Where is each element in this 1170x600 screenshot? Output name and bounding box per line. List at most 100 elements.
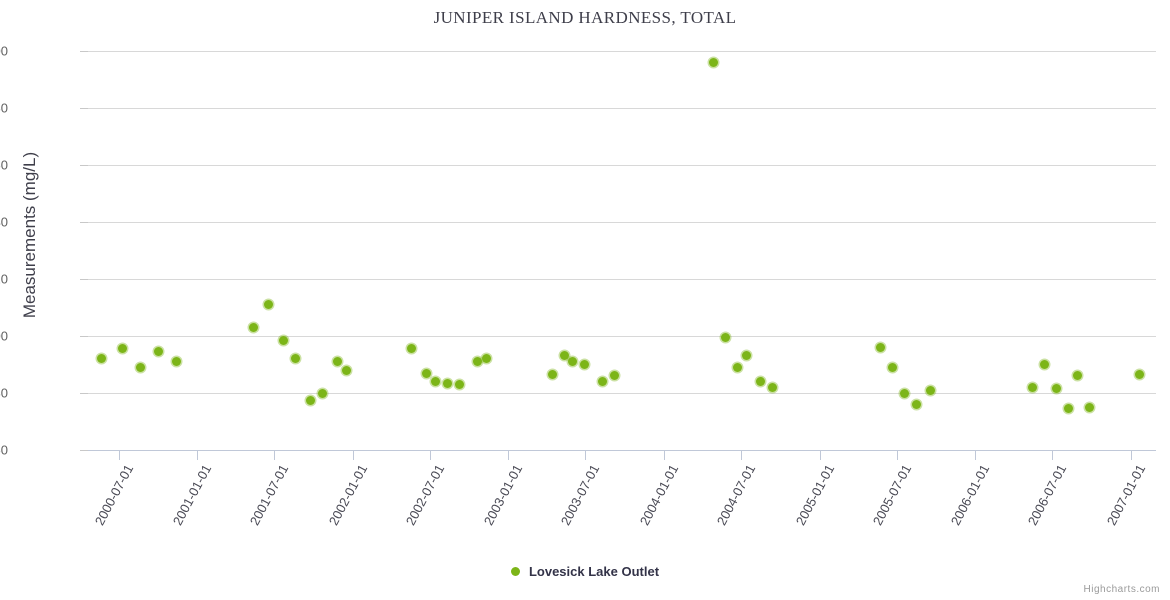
- data-point[interactable]: [732, 362, 742, 372]
- data-point[interactable]: [431, 377, 441, 387]
- y-tick-label-200: 200: [0, 43, 8, 59]
- data-point[interactable]: [1135, 369, 1145, 379]
- data-point[interactable]: [317, 388, 327, 398]
- gridline-y-120: [88, 279, 1156, 280]
- x-tick-mark-2004-07-01: [741, 451, 743, 460]
- legend-marker-icon: [510, 567, 520, 577]
- data-point[interactable]: [610, 371, 620, 381]
- gridline-y-180: [88, 108, 1156, 109]
- legend: Lovesick Lake Outlet: [0, 563, 1170, 581]
- x-tick-label-2002-01-01: 2002-01-01: [325, 462, 370, 528]
- data-point[interactable]: [741, 351, 751, 361]
- y-tick-mark-180: [80, 108, 88, 109]
- data-point[interactable]: [1063, 404, 1073, 414]
- data-point[interactable]: [153, 347, 163, 357]
- y-tick-mark-140: [80, 222, 88, 223]
- data-point[interactable]: [135, 362, 145, 372]
- x-tick-label-2006-07-01: 2006-07-01: [1025, 462, 1070, 528]
- data-point[interactable]: [911, 399, 921, 409]
- x-tick-mark-2002-07-01: [429, 451, 431, 460]
- y-tick-mark-60: [80, 450, 88, 451]
- data-point[interactable]: [926, 385, 936, 395]
- data-point[interactable]: [305, 395, 315, 405]
- data-point[interactable]: [97, 354, 107, 364]
- x-tick-mark-2000-07-01: [118, 451, 120, 460]
- data-point[interactable]: [547, 369, 557, 379]
- gridline-y-200: [88, 51, 1156, 52]
- y-tick-label-140: 140: [0, 214, 8, 230]
- data-point[interactable]: [768, 382, 778, 392]
- x-tick-label-2005-07-01: 2005-07-01: [869, 462, 915, 528]
- y-tick-label-100: 100: [0, 328, 8, 344]
- y-tick-mark-160: [80, 165, 88, 166]
- data-point[interactable]: [249, 322, 259, 332]
- data-point[interactable]: [720, 332, 730, 342]
- x-tick-label-2004-01-01: 2004-01-01: [636, 462, 681, 528]
- x-tick-mark-2001-07-01: [274, 451, 276, 460]
- x-tick-mark-2004-01-01: [663, 451, 665, 460]
- legend-item-label: Lovesick Lake Outlet: [528, 564, 660, 580]
- plot-area: [88, 51, 1156, 451]
- x-tick-label-2001-07-01: 2001-07-01: [247, 462, 292, 528]
- gridline-y-140: [88, 222, 1156, 223]
- x-tick-label-2003-07-01: 2003-07-01: [558, 462, 603, 528]
- data-point[interactable]: [756, 377, 766, 387]
- data-point[interactable]: [580, 360, 590, 369]
- x-tick-mark-2002-01-01: [352, 451, 354, 460]
- x-tick-label-2000-07-01: 2000-07-01: [91, 462, 136, 528]
- data-point[interactable]: [481, 354, 491, 364]
- data-point[interactable]: [341, 365, 351, 375]
- data-point[interactable]: [1039, 360, 1049, 369]
- data-point[interactable]: [291, 354, 301, 364]
- data-point[interactable]: [708, 57, 718, 67]
- data-point[interactable]: [118, 344, 128, 354]
- gridline-y-80: [88, 393, 1156, 394]
- x-tick-mark-2007-01-01: [1130, 451, 1132, 460]
- x-tick-mark-2005-01-01: [819, 451, 821, 460]
- data-point[interactable]: [407, 344, 417, 354]
- data-point[interactable]: [1027, 382, 1037, 392]
- x-tick-label-2003-01-01: 2003-01-01: [480, 462, 526, 528]
- data-point[interactable]: [332, 357, 342, 367]
- data-point[interactable]: [279, 335, 289, 345]
- legend-item-lovesick-lake-outlet[interactable]: Lovesick Lake Outlet: [510, 563, 660, 581]
- y-tick-label-60: 60: [0, 442, 8, 458]
- data-point[interactable]: [443, 378, 453, 388]
- data-point[interactable]: [264, 300, 274, 310]
- x-tick-label-2007-01-01: 2007-01-01: [1103, 462, 1149, 528]
- data-point[interactable]: [1084, 402, 1094, 412]
- gridline-y-160: [88, 165, 1156, 166]
- data-point[interactable]: [568, 357, 578, 367]
- data-point[interactable]: [887, 362, 897, 372]
- data-point[interactable]: [899, 388, 909, 398]
- credits-label: Highcharts.com: [1083, 584, 1160, 595]
- y-tick-label-120: 120: [0, 271, 8, 287]
- x-tick-mark-2005-07-01: [896, 451, 898, 460]
- data-point[interactable]: [1072, 371, 1082, 381]
- y-axis-title: Measurements (mg/L): [20, 151, 39, 319]
- data-point[interactable]: [422, 368, 432, 378]
- x-tick-label-2002-07-01: 2002-07-01: [402, 462, 448, 528]
- x-tick-mark-2001-01-01: [197, 451, 199, 460]
- x-axis-line: [88, 450, 1156, 451]
- data-point[interactable]: [598, 377, 608, 387]
- gridline-y-100: [88, 336, 1156, 337]
- x-tick-label-2005-01-01: 2005-01-01: [792, 462, 837, 528]
- y-tick-label-80: 80: [0, 385, 8, 401]
- x-tick-mark-2003-01-01: [508, 451, 510, 460]
- data-point[interactable]: [875, 342, 885, 352]
- y-tick-label-160: 160: [0, 157, 8, 173]
- y-tick-label-180: 180: [0, 100, 8, 116]
- data-point[interactable]: [171, 357, 181, 367]
- x-tick-mark-2006-07-01: [1052, 451, 1054, 460]
- data-point[interactable]: [473, 357, 483, 367]
- x-tick-mark-2006-01-01: [975, 451, 977, 460]
- y-tick-mark-100: [80, 336, 88, 337]
- y-tick-mark-80: [80, 393, 88, 394]
- chart-title: JUNIPER ISLAND HARDNESS, TOTAL: [433, 8, 737, 27]
- x-tick-label-2006-01-01: 2006-01-01: [948, 462, 993, 528]
- data-point[interactable]: [559, 351, 569, 361]
- data-point[interactable]: [1051, 384, 1061, 394]
- x-tick-mark-2003-07-01: [585, 451, 587, 460]
- data-point[interactable]: [455, 379, 465, 389]
